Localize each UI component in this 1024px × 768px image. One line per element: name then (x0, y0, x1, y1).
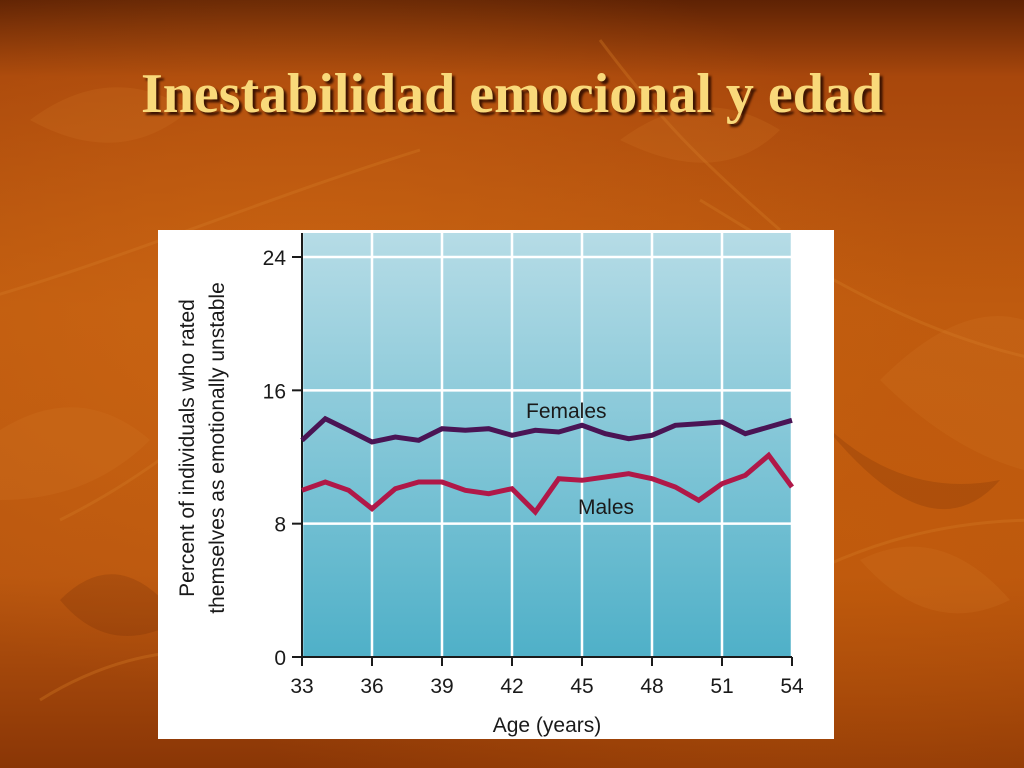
x-tick-label: 54 (780, 675, 804, 698)
x-tick-label: 36 (360, 675, 383, 698)
slide-title: Inestabilidad emocional y edad (140, 63, 884, 125)
series-label-females: Females (526, 400, 607, 423)
x-tick-label: 51 (710, 675, 733, 698)
y-axis-title-line-1: Percent of individuals who rated (176, 299, 199, 597)
x-tick-label: 45 (570, 675, 593, 698)
chart-panel: 33 36 39 42 45 48 51 54 0 8 16 24 Females Males Age… (158, 230, 834, 739)
y-tick-label: 16 (263, 380, 286, 403)
tick-labels: 33 36 39 42 45 48 51 54 0 8 16 24 (263, 247, 804, 698)
y-axis-title: Percent of individuals who rated themsel… (176, 282, 229, 614)
grid-lines (300, 233, 794, 657)
y-tick-label: 8 (274, 514, 286, 537)
x-tick-label: 48 (640, 675, 663, 698)
plot-area (302, 233, 792, 657)
line-chart: 33 36 39 42 45 48 51 54 0 8 16 24 Females Males Age… (176, 233, 804, 737)
x-axis-title: Age (years) (493, 714, 602, 737)
males-line (301, 451, 795, 516)
x-tick-label: 42 (500, 675, 523, 698)
x-tick-label: 39 (430, 675, 453, 698)
x-tick-label: 33 (290, 675, 313, 698)
y-tick-label: 0 (274, 647, 286, 670)
series-lines (300, 415, 795, 516)
y-tick-label: 24 (263, 247, 287, 270)
females-line (300, 415, 793, 445)
axes (292, 233, 793, 666)
y-axis-title-line-2: themselves as emotionally unstable (206, 282, 229, 614)
series-label-males: Males (578, 496, 634, 519)
